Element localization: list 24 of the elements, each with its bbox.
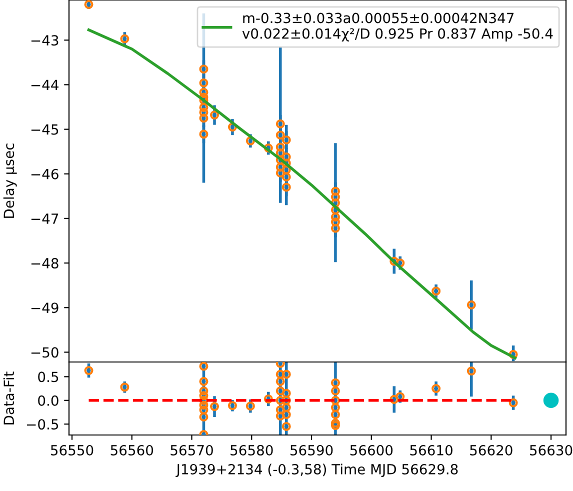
y-tick-label: −50 bbox=[31, 347, 58, 358]
x-tick-label: 56580 bbox=[230, 444, 273, 456]
x-tick-label: 56590 bbox=[290, 444, 333, 456]
x-axis-title: J1939+2134 (-0.3,58) Time MJD 56629.8 bbox=[176, 464, 458, 478]
y-tick-label: 0.0 bbox=[38, 395, 58, 406]
y-tick-label: 0.5 bbox=[38, 372, 58, 382]
x-tick-label: 56570 bbox=[170, 444, 213, 456]
y-tick-label: −43 bbox=[31, 35, 58, 46]
legend-label: m-0.33±0.033a0.00055±0.00042N347 v0.022±0.014χ²/D 0.925 Pr 0.837 Amp -50.4 bbox=[242, 12, 553, 42]
y-tick-label: −48 bbox=[31, 258, 58, 269]
y-tick-label: −44 bbox=[31, 80, 58, 90]
x-tick-label: 56550 bbox=[50, 444, 94, 456]
y-tick-label: −49 bbox=[31, 302, 58, 314]
y-tick-label: −0.5 bbox=[27, 419, 58, 430]
x-tick-label: 56610 bbox=[410, 444, 452, 456]
y-tick-label: −47 bbox=[31, 214, 58, 224]
y-axis-title: Data-Fit bbox=[3, 372, 14, 424]
x-tick-label: 56620 bbox=[470, 444, 512, 456]
y-axis-title: Delay μsec bbox=[3, 144, 17, 218]
x-tick-label: 56630 bbox=[530, 444, 572, 456]
x-tick-label: 56600 bbox=[350, 444, 393, 456]
y-tick-label: −45 bbox=[31, 124, 58, 135]
y-tick-label: −46 bbox=[31, 168, 58, 180]
x-tick-label: 56560 bbox=[110, 444, 154, 456]
